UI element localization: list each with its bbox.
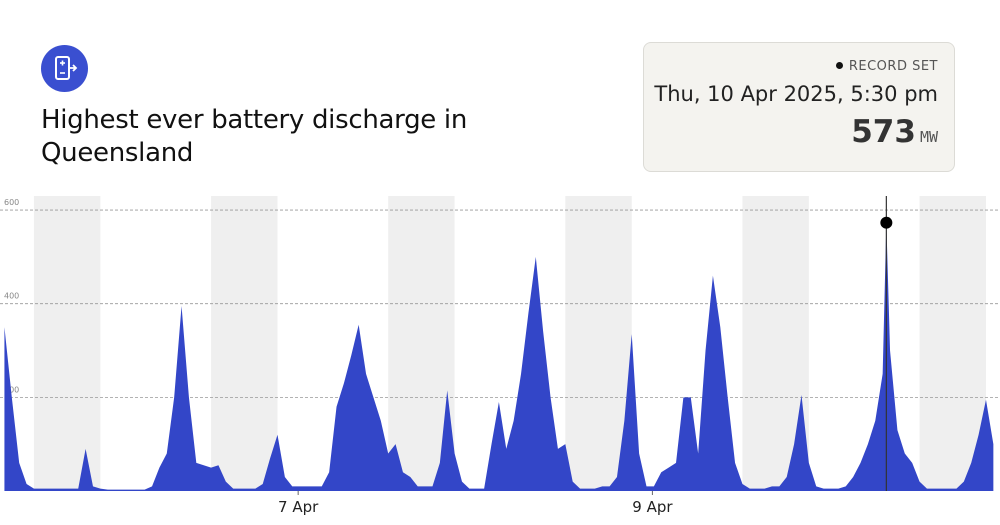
shaded-band [919, 196, 986, 491]
icon [41, 45, 88, 92]
record-value: 573 [851, 114, 916, 150]
shaded-band [211, 196, 278, 491]
x-tick-label: 9 Apr [632, 498, 673, 516]
y-tick-label: 400 [4, 292, 19, 301]
shaded-band [565, 196, 632, 491]
x-tick-label: 7 Apr [278, 498, 319, 516]
record-unit: MW [919, 128, 938, 146]
record-time: Thu, 10 Apr 2025, 5:30 pm [654, 82, 938, 106]
shaded-band [33, 196, 101, 491]
y-tick-label: 600 [4, 198, 19, 207]
area [4, 222, 994, 491]
record-point [880, 216, 893, 229]
y-tick-label: 200 [4, 385, 19, 394]
chart-title: Highest ever battery discharge in Queens… [41, 105, 468, 168]
record-label: RECORD SET [848, 59, 938, 74]
record-label-row: RECORD SET [644, 59, 938, 74]
record-value-row: 573 MW [644, 114, 938, 150]
record-card: RECORD SET Thu, 10 Apr 2025, 5:30 pm 573… [643, 42, 955, 172]
